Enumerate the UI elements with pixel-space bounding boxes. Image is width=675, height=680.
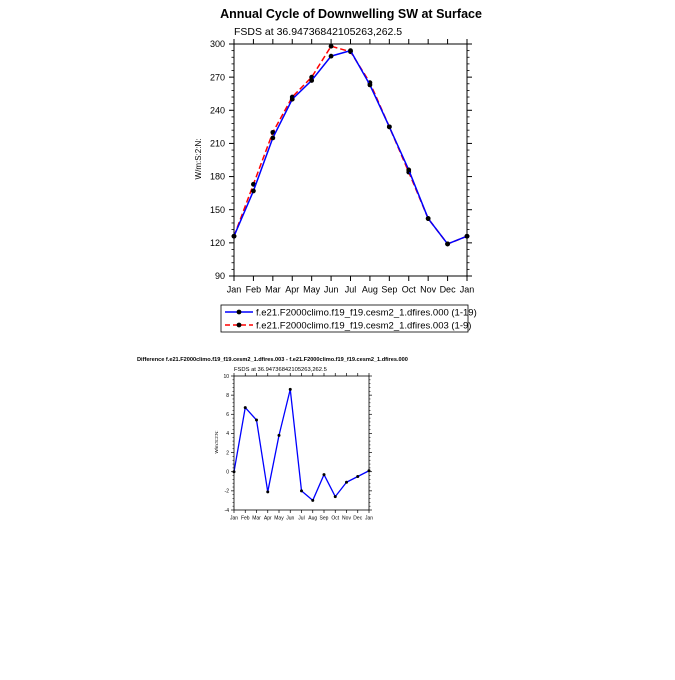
main-xtick-label: Feb [246,285,262,295]
legend-box [220,304,469,333]
main-ytick-label: 270 [210,72,225,82]
legend-marker-series-2 [236,322,242,328]
diff-series-1-point [266,490,270,494]
diff-xtick-label: Dec [353,515,362,521]
legend: f.e21.F2000climo.f19_f19.cesm2_1.dfires.… [220,304,477,333]
main-series-1-line [233,49,468,245]
main-series-1-point [367,82,373,88]
main-xtick-label: Jun [324,285,339,295]
diff-xtick-label: Nov [342,515,351,521]
diff-chart-title: Difference f.e21.F2000climo.f19_f19.cesm… [137,357,408,363]
main-series-1-point [328,53,334,59]
main-xtick-label: Nov [420,285,437,295]
main-series-2-line [233,45,468,245]
legend-label-series-2: f.e21.F2000climo.f19_f19.cesm2_1.dfires.… [256,321,471,332]
main-xtick-label: Jan [460,285,475,295]
diff-series-1-point [288,387,292,391]
diff-ytick-label: 8 [226,393,229,399]
main-ytick-label: 210 [210,139,225,149]
diff-ytick-label: 6 [226,412,229,418]
diff-series-1-point [345,480,348,484]
diff-series-1-point [243,406,247,410]
diff-ytick-label: -4 [225,508,230,514]
diff-xtick-label: Oct [331,515,339,521]
main-ytick-label: 240 [210,105,225,115]
main-xtick-label: Jan [227,285,242,295]
main-ytick-label: 180 [210,172,225,182]
diff-series-group [232,387,371,502]
main-series-group [231,43,470,247]
main-xtick-label: Dec [440,285,457,295]
diff-ytick-label: 10 [223,374,229,380]
diff-series-1-point [277,433,281,437]
diff-plot-frame [233,375,370,511]
main-xtick-label: May [303,285,321,295]
diff-ytick-label: 2 [226,450,229,456]
legend-label-series-1: f.e21.F2000climo.f19_f19.cesm2_1.dfires.… [256,308,477,319]
diff-chart: Difference f.e21.F2000climo.f19_f19.cesm… [137,357,408,521]
main-series-1-point [289,96,295,102]
diff-xtick-label: May [274,515,284,521]
diff-xtick-label: Sep [320,515,329,521]
main-series-1-point [309,78,315,83]
main-plot-frame [233,43,468,277]
main-xtick-label: Aug [362,285,378,295]
main-series-1-point [386,124,392,130]
diff-series-1-point [300,489,303,493]
legend-marker-series-1 [236,309,242,315]
diff-ytick-label: 4 [226,431,229,437]
diff-xtick-label: Jul [298,515,304,521]
main-ytick-label: 120 [210,238,225,248]
diff-xtick-label: Feb [241,515,250,521]
main-xtick-label: Sep [381,285,397,295]
main-xtick-label: Oct [402,285,417,295]
diff-series-1-point [255,418,258,422]
main-series-1-point [425,216,431,221]
main-series-1-point [406,167,412,173]
main-series-1-point [445,241,450,247]
diff-xtick-label: Jun [286,515,294,521]
diff-xtick-label: Jan [365,515,373,521]
diff-series-1-point [356,475,360,478]
main-chart: Annual Cycle of Downwelling SW at Surfac… [194,7,482,295]
diff-xtick-label: Mar [252,515,261,521]
main-series-2-point [328,43,334,49]
diff-chart-subtitle: FSDS at 36.94736842105263,262.5 [234,367,327,373]
main-xtick-label: Mar [265,285,281,295]
main-chart-subtitle: FSDS at 36.94736842105263,262.5 [234,26,402,38]
main-series-1-point [270,135,276,141]
main-ytick-label: 300 [210,39,225,49]
main-series-1-point [251,188,256,194]
diff-series-1-line [233,388,370,502]
diff-xtick-label: Jan [230,515,238,521]
diff-xtick-label: Aug [308,515,317,521]
main-chart-ylabel: W/m:S:2:N: [194,139,203,180]
main-series-1-point [348,48,353,54]
main-ytick-label: 90 [215,271,225,281]
main-ytick-label: 150 [210,205,225,215]
main-series-2-point [270,129,276,135]
diff-series-1-point [322,473,326,477]
main-chart-title: Annual Cycle of Downwelling SW at Surfac… [220,7,482,21]
diff-ytick-label: -2 [225,489,230,495]
main-xtick-label: Apr [285,285,299,295]
diff-chart-ylabel: W/m:S:2:N: [214,430,219,453]
diff-ytick-label: 0 [226,469,229,475]
diff-xtick-label: Apr [264,515,272,521]
main-xtick-label: Jul [345,285,357,295]
diff-series-1-point [311,498,315,502]
diff-series-1-point [333,495,337,499]
